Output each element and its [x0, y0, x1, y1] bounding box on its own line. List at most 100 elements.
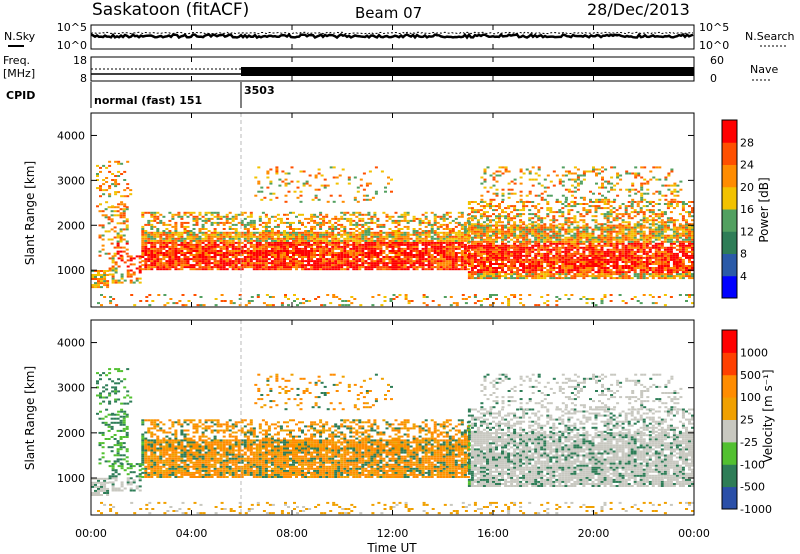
power-cell: [177, 231, 181, 234]
power-cell: [600, 263, 604, 265]
power-cell: [639, 258, 643, 261]
power-cell: [519, 226, 523, 229]
power-cell: [567, 250, 571, 253]
power-cell: [183, 231, 187, 234]
power-cell: [594, 250, 598, 253]
power-cell: [470, 275, 474, 278]
power-cell: [388, 260, 392, 263]
power-cell: [388, 231, 392, 234]
power-cell: [362, 172, 366, 175]
power-cell: [467, 217, 471, 220]
power-cell: [192, 256, 196, 258]
power-cell: [663, 258, 667, 261]
power-cell: [174, 254, 178, 256]
power-cell: [310, 230, 314, 232]
power-cell: [642, 269, 646, 272]
power-cell: [409, 250, 413, 252]
power-cell: [135, 277, 139, 280]
power-cell: [296, 180, 300, 183]
cpid-label: CPID: [6, 89, 35, 102]
power-cell: [261, 252, 265, 254]
power-cell: [123, 261, 127, 264]
power-cell: [442, 239, 446, 242]
power-cell: [576, 228, 580, 231]
power-cell: [290, 180, 294, 183]
power-cell: [567, 263, 571, 265]
power-cell: [669, 234, 673, 237]
power-cell: [394, 237, 398, 240]
power-cell: [316, 260, 320, 263]
power-cell: [113, 210, 117, 213]
power-cell: [189, 266, 193, 269]
power-cell: [331, 254, 335, 256]
power-cell: [177, 268, 181, 271]
power-cell: [657, 236, 661, 239]
power-cell: [105, 181, 109, 183]
power-cell: [501, 275, 504, 278]
power-cell: [186, 221, 190, 224]
power-cell: [144, 243, 148, 246]
power-cell: [119, 240, 123, 243]
power-cell: [352, 260, 356, 263]
power-cell: [516, 275, 520, 278]
power-cell: [654, 273, 658, 276]
power-cell: [322, 262, 326, 265]
power-cell: [564, 223, 568, 226]
power-cell: [397, 260, 401, 263]
power-cell: [364, 252, 368, 254]
power-cell: [346, 241, 350, 244]
power-cell: [473, 234, 477, 237]
power-cell: [107, 252, 111, 255]
power-cell: [257, 166, 261, 169]
power-cell: [585, 258, 589, 261]
power-cell: [325, 237, 329, 240]
power-cell: [561, 213, 565, 216]
power-cell: [688, 215, 691, 218]
power-cell: [269, 198, 273, 201]
power-cell: [439, 225, 443, 228]
power-cell: [255, 264, 259, 267]
power-cell: [457, 247, 461, 250]
power-cell: [534, 230, 538, 233]
power-cell: [678, 261, 682, 263]
power-cell: [430, 254, 434, 256]
power-cell: [243, 256, 247, 258]
power-cell: [546, 232, 550, 235]
power-cell: [171, 250, 175, 252]
power-cell: [463, 231, 467, 234]
power-cell: [448, 231, 452, 234]
power-cell: [267, 245, 271, 248]
power-cell: [685, 228, 688, 231]
power-cell: [216, 239, 220, 242]
power-cell: [252, 268, 256, 271]
power-cell: [292, 264, 295, 267]
power-cell: [546, 244, 550, 247]
power-cell: [473, 201, 477, 203]
power-cell: [216, 223, 220, 226]
power-cell: [651, 228, 655, 231]
power-cell: [264, 230, 268, 232]
power-cell: [591, 263, 595, 265]
power-cell: [122, 238, 126, 241]
power-cell: [189, 241, 193, 244]
power-cell: [352, 245, 356, 248]
power-cell: [156, 221, 160, 224]
power-cell: [537, 258, 541, 261]
power-cell: [207, 256, 211, 258]
power-cell: [685, 224, 688, 227]
power-cell: [349, 264, 353, 267]
power-cell: [279, 254, 283, 256]
power-cell: [103, 280, 107, 283]
power-cell: [501, 246, 504, 249]
power-cell: [479, 271, 483, 274]
power-cell: [379, 260, 383, 263]
power-cell: [279, 221, 283, 224]
power-cell: [591, 265, 595, 267]
power-cell: [430, 264, 434, 267]
power-cell: [331, 230, 335, 232]
power-cell: [264, 237, 268, 240]
power-cell: [141, 254, 145, 256]
power-cell: [483, 180, 487, 183]
power-cell: [549, 244, 553, 247]
power-cell: [108, 160, 112, 163]
